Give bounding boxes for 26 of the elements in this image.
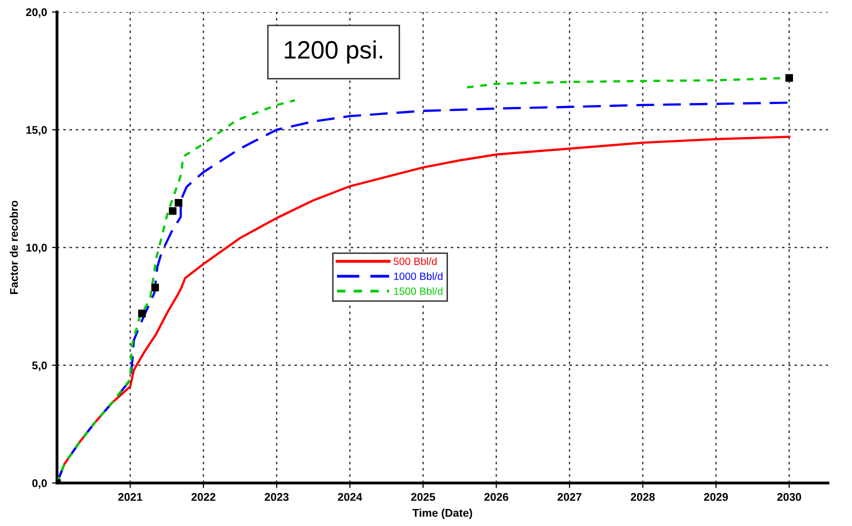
- point: [168, 207, 176, 215]
- x-tick-label: 2023: [264, 493, 289, 501]
- x-tick-label: 2024: [338, 493, 362, 501]
- y-tick-label: 10,0: [26, 244, 47, 254]
- y-tick-label: 0,0: [32, 479, 47, 489]
- text: 1000 Bbl/d: [394, 272, 442, 280]
- text: 1500 Bbl/d: [394, 287, 442, 295]
- point: [151, 284, 159, 292]
- text: 500 Bbl/d: [394, 257, 437, 266]
- y-tick-label: 20,0: [26, 8, 47, 18]
- x-tick-label: 2027: [558, 493, 582, 501]
- x-tick-label: 2021: [118, 493, 142, 501]
- x-tick-label: 2026: [484, 493, 508, 501]
- x-tick-label: 2025: [411, 493, 436, 501]
- point: [174, 198, 182, 207]
- x-tick-label: 2030: [777, 493, 802, 501]
- x-tick-label: 2028: [630, 493, 655, 501]
- x-tick-label: 2022: [191, 493, 216, 501]
- y-axis-title: Factor de recobro: [10, 200, 18, 294]
- x-tick-label: 2029: [704, 493, 728, 501]
- point: [785, 74, 793, 82]
- annotation: 1200 psi.: [284, 40, 382, 64]
- point: [138, 310, 146, 318]
- y-tick-label: 5,0: [32, 362, 47, 371]
- x-axis-title: Time (Date): [412, 508, 472, 519]
- y-tick-label: 15,0: [26, 126, 47, 136]
